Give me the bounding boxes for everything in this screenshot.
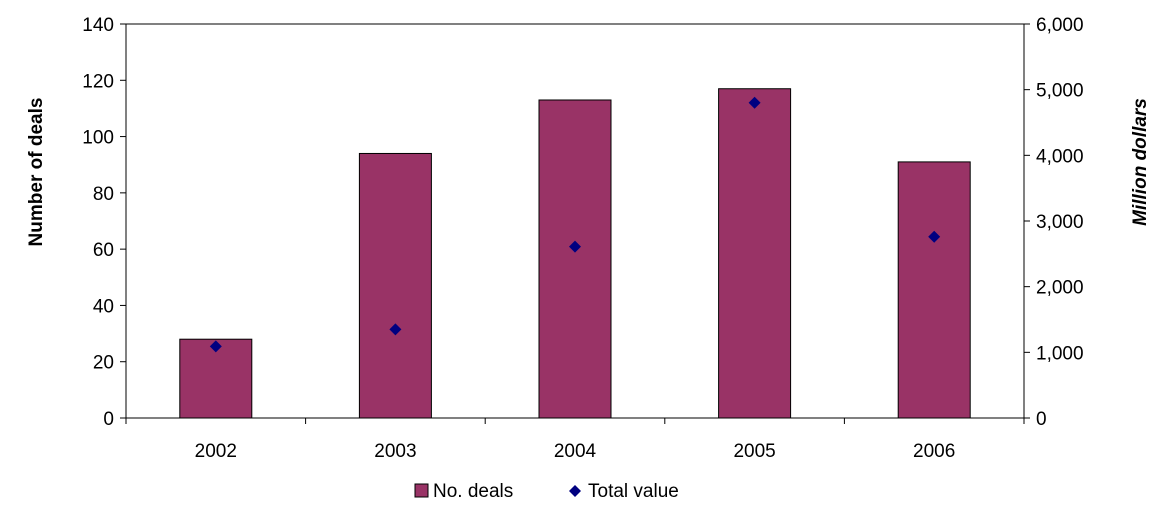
point [569,240,581,253]
y-right-tick-label: 5,000 [1036,81,1084,102]
legend-label: Total value [588,481,679,502]
x-tick-label: 2006 [913,441,955,462]
y-tick-label: 20 [93,353,114,374]
y-tick-label: 140 [82,15,114,36]
point [209,340,222,353]
y-axis-right-title: Million dollars [1130,98,1151,226]
y-right-tick-label: 2,000 [1036,278,1084,299]
legend-swatch-bar [414,483,429,498]
bar [538,99,612,419]
legend-label: No. deals [433,481,513,502]
x-tick-label: 2002 [195,441,237,462]
x-tick-label: 2003 [374,441,416,462]
y-tick-label: 80 [93,184,114,205]
y-tick-label: 60 [93,240,114,261]
y-right-tick-label: 1,000 [1036,343,1084,364]
legend: No. deals Total value [414,481,679,502]
y-right-tick-label: 4,000 [1036,146,1084,167]
point [928,230,941,243]
bar [718,88,792,419]
bar [358,152,432,419]
legend-swatch-point [569,485,581,497]
y-tick-label: 100 [82,128,114,149]
y-tick-label: 120 [82,71,114,92]
y-tick-label: 0 [103,409,114,430]
x-tick-label: 2005 [733,441,775,462]
y-right-tick-label: 0 [1036,409,1047,430]
x-tick-label: 2004 [554,441,597,462]
bar [897,161,971,419]
y-axis-title: Number of deals [26,98,47,247]
plot-area: 0 20 40 60 80 100 120 140 0 1,000 2,000 3,000 4,000 5… [82,15,1083,462]
y-right-tick-label: 6,000 [1036,15,1084,36]
point [389,323,402,336]
point [748,96,761,109]
y-right-tick-label: 3,000 [1036,212,1084,233]
y-tick-label: 40 [93,296,114,317]
